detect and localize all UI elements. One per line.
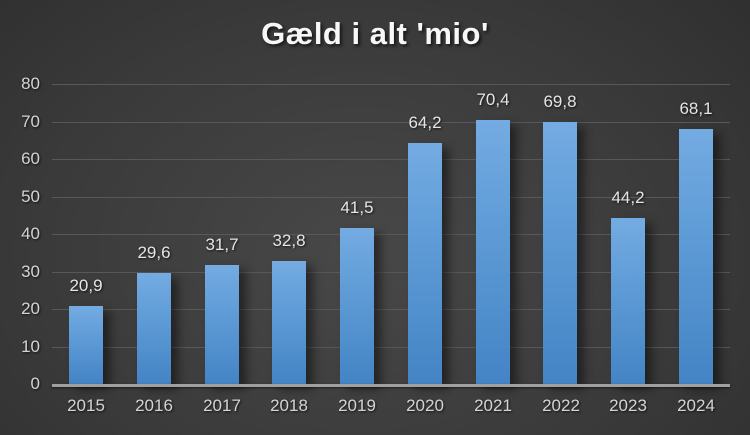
bar-value-label: 69,8 — [543, 92, 577, 111]
x-axis-line — [52, 384, 730, 387]
bar-2018[interactable] — [272, 261, 306, 384]
x-tick-label: 2018 — [270, 396, 308, 415]
gridline — [52, 272, 730, 273]
bar-value-label: 31,7 — [205, 235, 239, 254]
bar-2024[interactable] — [679, 129, 713, 384]
x-tick-label: 2015 — [67, 396, 105, 415]
chart-title: Gæld i alt 'mio' — [261, 16, 489, 51]
bar-value-label: 29,6 — [137, 243, 171, 262]
bar-value-label: 20,9 — [69, 276, 103, 295]
y-tick-label: 50 — [21, 187, 40, 206]
x-tick-label: 2021 — [474, 396, 512, 415]
bar-value-label: 70,4 — [476, 90, 510, 109]
bar-2017[interactable] — [205, 265, 239, 384]
x-tick-label: 2016 — [135, 396, 173, 415]
x-tick-label: 2017 — [203, 396, 241, 415]
x-tick-label: 2020 — [406, 396, 444, 415]
bar-2023[interactable] — [611, 218, 645, 384]
y-tick-label: 40 — [21, 224, 40, 243]
x-tick-label: 2019 — [338, 396, 376, 415]
gridline — [52, 309, 730, 310]
bar-2022[interactable] — [543, 122, 577, 384]
gridline — [52, 84, 730, 85]
y-tick-label: 80 — [21, 74, 40, 93]
bar-value-label: 41,5 — [340, 198, 374, 217]
bar-value-label: 32,8 — [272, 231, 306, 250]
gridline — [52, 122, 730, 123]
bar-2015[interactable] — [69, 306, 103, 384]
bar-value-label: 64,2 — [408, 113, 442, 132]
gridline — [52, 234, 730, 235]
bar-2019[interactable] — [340, 228, 374, 384]
y-tick-label: 0 — [30, 374, 40, 393]
y-tick-label: 20 — [21, 299, 40, 318]
y-tick-label: 70 — [21, 112, 40, 131]
y-tick-label: 10 — [21, 337, 40, 356]
bar-2021[interactable] — [476, 120, 510, 384]
y-tick-label: 60 — [21, 149, 40, 168]
x-tick-label: 2023 — [609, 396, 647, 415]
bar-2016[interactable] — [137, 273, 171, 384]
y-tick-label: 30 — [21, 262, 40, 281]
gridline — [52, 347, 730, 348]
bar-value-label: 44,2 — [611, 188, 645, 207]
x-tick-label: 2022 — [542, 396, 580, 415]
gridline — [52, 197, 730, 198]
bar-value-label: 68,1 — [679, 99, 713, 118]
x-tick-label: 2024 — [677, 396, 715, 415]
bar-2020[interactable] — [408, 143, 442, 384]
gridline — [52, 159, 730, 160]
